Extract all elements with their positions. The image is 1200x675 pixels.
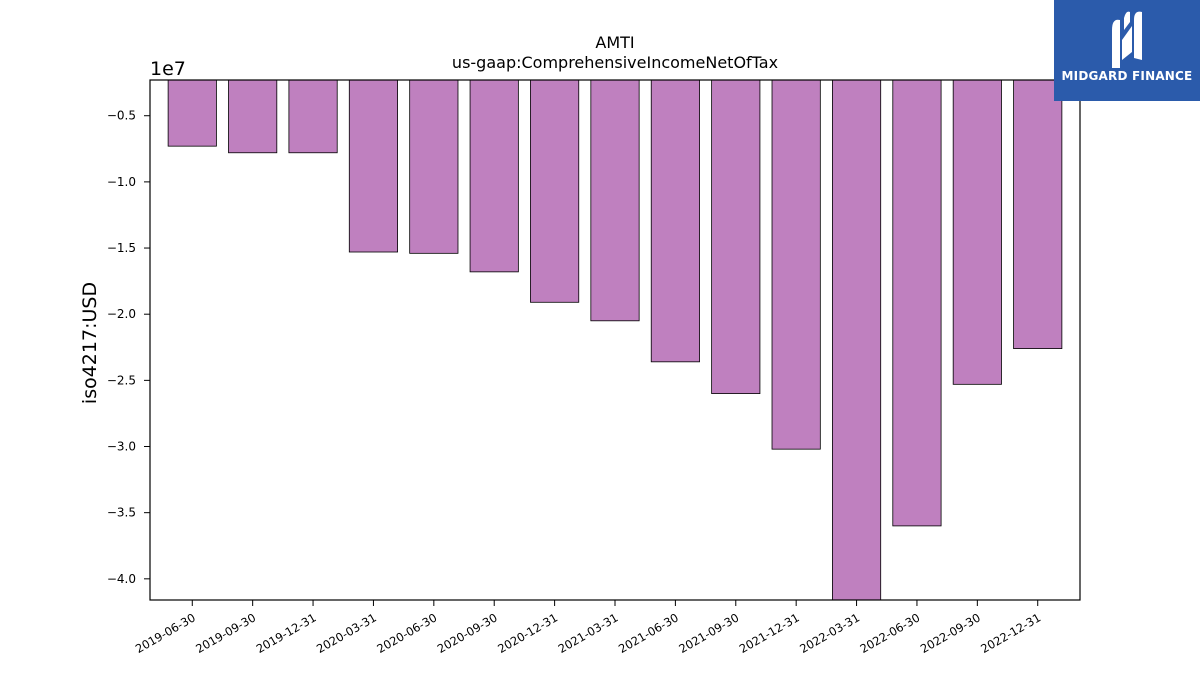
bar-2022-12-31 bbox=[1013, 79, 1063, 350]
x-tick-label: 2022-12-31 bbox=[978, 610, 1043, 656]
x-tick-label: 2019-12-31 bbox=[254, 610, 319, 656]
bar-2021-12-31 bbox=[771, 79, 821, 450]
chart-title-line2: us-gaap:ComprehensiveIncomeNetOfTax bbox=[452, 53, 778, 72]
x-tick-label: 2022-03-31 bbox=[797, 610, 862, 656]
x-tick-label: 2021-09-30 bbox=[676, 610, 741, 656]
x-tick-label: 2019-06-30 bbox=[133, 610, 198, 656]
y-tick-label: −3.0 bbox=[107, 440, 136, 454]
x-tick-label: 2022-09-30 bbox=[918, 610, 983, 656]
y-tick-label: −1.5 bbox=[107, 241, 136, 255]
y-tick-label: −1.0 bbox=[107, 175, 136, 189]
bar-2020-03-31 bbox=[348, 79, 399, 253]
bar-2021-03-31 bbox=[590, 79, 640, 322]
bar-2022-06-30 bbox=[892, 79, 942, 527]
x-tick-label: 2019-09-30 bbox=[193, 610, 258, 656]
x-tick-label: 2022-06-30 bbox=[858, 610, 923, 656]
x-tick-label: 2021-06-30 bbox=[616, 610, 681, 656]
midgard-m-logo-icon bbox=[1112, 11, 1142, 68]
y-offset-label: 1e7 bbox=[150, 58, 186, 80]
x-tick-label: 2020-12-31 bbox=[495, 610, 560, 656]
y-tick-label: −4.0 bbox=[107, 572, 136, 586]
y-tick-label: −2.5 bbox=[107, 373, 136, 387]
y-tick-label: −3.5 bbox=[107, 506, 136, 520]
x-tick-label: 2021-12-31 bbox=[737, 610, 802, 656]
x-tick-label: 2020-06-30 bbox=[374, 610, 439, 656]
x-tick-label: 2020-09-30 bbox=[435, 610, 500, 656]
x-tick-label: 2021-03-31 bbox=[556, 610, 621, 656]
bar-2020-12-31 bbox=[530, 79, 580, 303]
bar-2021-06-30 bbox=[650, 79, 700, 363]
plot-frame bbox=[149, 79, 1081, 601]
bars-group bbox=[167, 79, 1063, 601]
bar-2019-06-30 bbox=[167, 79, 217, 147]
bar-2019-12-31 bbox=[288, 79, 338, 154]
y-tick-label: −0.5 bbox=[107, 109, 136, 123]
bar-2020-06-30 bbox=[409, 79, 459, 254]
x-tick-label: 2020-03-31 bbox=[314, 610, 379, 656]
bar-2021-09-30 bbox=[711, 79, 761, 394]
y-axis-label: iso4217:USD bbox=[79, 282, 101, 404]
bar-2020-09-30 bbox=[469, 79, 519, 273]
bar-2022-09-30 bbox=[952, 79, 1002, 385]
bar-2019-09-30 bbox=[228, 79, 278, 154]
y-ticks-group: −0.5 −1.0 −1.5 −2.0 −2.5 −3.0 −3.5 −4.0 bbox=[107, 109, 150, 586]
logo-text: MIDGARD FINANCE bbox=[1061, 69, 1193, 83]
x-ticks-group: 2019-06-302019-09-302019-12-312020-03-31… bbox=[133, 600, 1043, 656]
bar-2022-03-31 bbox=[832, 79, 882, 601]
midgard-finance-logo: MIDGARD FINANCE bbox=[1054, 0, 1200, 101]
y-tick-label: −2.0 bbox=[107, 307, 136, 321]
chart-title-line1: AMTI bbox=[595, 33, 634, 52]
